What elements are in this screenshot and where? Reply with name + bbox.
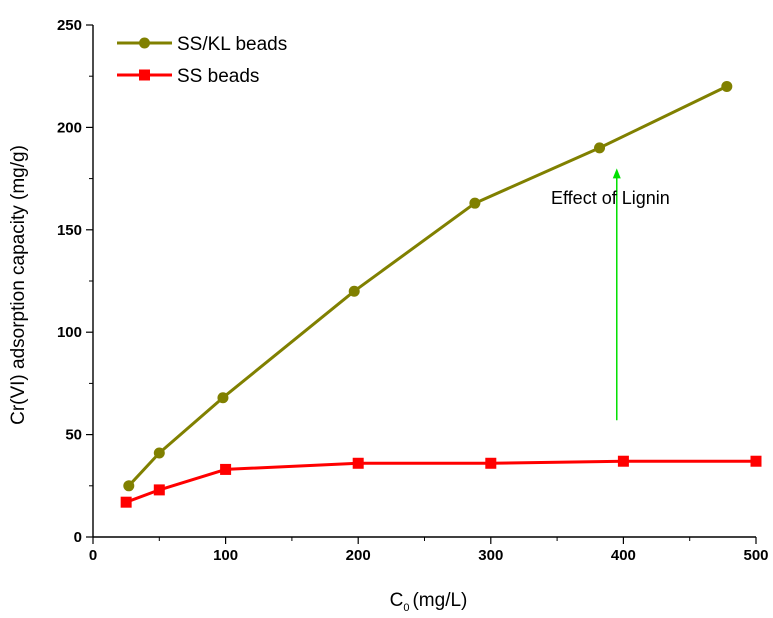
x-tick-label: 500 xyxy=(743,547,768,564)
legend-label-0: SS/KL beads xyxy=(177,34,287,55)
data-point-square xyxy=(750,455,762,467)
y-tick-label: 250 xyxy=(57,17,82,34)
x-tick-label: 400 xyxy=(611,547,636,564)
x-tick-label: 0 xyxy=(89,547,97,564)
y-tick-label: 150 xyxy=(57,222,82,239)
legend-label-1: SS beads xyxy=(177,66,259,87)
data-point-square xyxy=(485,457,497,469)
y-axis-title: Cr(VI) adsorption capacity (mg/g) xyxy=(8,145,29,425)
x-axis-title: C0 (mg/L) xyxy=(390,590,468,613)
data-point-circle xyxy=(123,480,135,492)
x-tick-label: 300 xyxy=(478,547,503,564)
x-tick-label: 200 xyxy=(346,547,371,564)
annotation-text: Effect of Lignin xyxy=(551,188,670,208)
data-point-circle xyxy=(217,392,229,404)
data-point-circle xyxy=(594,142,606,154)
data-point-square xyxy=(220,463,232,475)
legend-marker-square xyxy=(139,69,150,81)
data-point-square xyxy=(120,496,132,508)
y-tick-label: 0 xyxy=(74,529,82,546)
x-tick-label: 100 xyxy=(213,547,238,564)
y-tick-label: 50 xyxy=(65,427,82,444)
data-point-square xyxy=(352,457,364,469)
data-point-circle xyxy=(721,80,733,92)
x-axis-title-unit: (mg/L) xyxy=(412,590,467,611)
data-point-circle xyxy=(469,197,481,209)
legend-marker-circle xyxy=(139,37,150,49)
x-axis-title-subscript: 0 xyxy=(403,602,409,613)
data-point-circle xyxy=(153,447,165,459)
annotation-arrow-head xyxy=(612,168,621,179)
series-layer xyxy=(120,80,762,508)
y-tick-label: 200 xyxy=(57,119,82,136)
series-line-0 xyxy=(127,85,728,487)
legend-layer: SS/KL beads SS beads xyxy=(117,34,287,87)
y-tick-label: 100 xyxy=(57,324,82,341)
data-point-circle xyxy=(348,285,360,297)
annotation-layer: Effect of Lignin xyxy=(551,168,670,421)
data-point-square xyxy=(617,455,629,467)
data-point-square xyxy=(153,484,165,496)
x-axis-title-symbol: C xyxy=(390,590,404,611)
